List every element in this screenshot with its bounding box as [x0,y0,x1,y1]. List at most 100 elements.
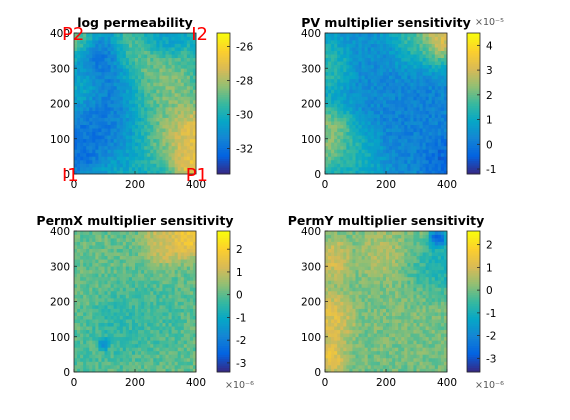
heatmap-cell [135,319,139,324]
heatmap-cell [165,85,169,90]
heatmap-cell [440,145,445,150]
heatmap-cell [128,273,133,278]
heatmap-cell [361,131,365,136]
heatmap-cell [122,245,127,249]
heatmap-cell [443,142,448,147]
heatmap-cell [367,163,372,168]
heatmap-cell [162,145,166,150]
colorbar-segment [217,114,230,118]
colorbar-segment [467,151,480,155]
heatmap-cell [104,54,108,59]
heatmap-cell [101,92,105,97]
heatmap-cell [168,114,172,118]
colorbar-box [216,32,231,175]
heatmap-cell [147,57,151,62]
heatmap-cell [101,78,105,83]
heatmap-cell [192,273,197,278]
heatmap-cell [131,357,136,362]
heatmap-cell [192,248,197,253]
heatmap-cell [83,333,87,338]
heatmap-cell [355,75,359,80]
heatmap-cell [119,368,124,373]
heatmap-cell [159,269,163,274]
heatmap-cell [379,43,384,48]
heatmap-cell [98,64,102,69]
colorbar-segment [467,169,480,173]
heatmap-cell [92,361,96,366]
heatmap-cell [177,57,182,62]
heatmap-cell [150,54,154,59]
heatmap-cell [122,238,127,242]
heatmap-cell [325,124,329,129]
heatmap-cell [404,114,408,118]
heatmap-cell [428,75,433,80]
heatmap-cell [77,269,81,274]
heatmap-cell [116,121,121,126]
colorbar-segment [467,96,480,100]
heatmap-cell [416,71,420,76]
heatmap-cell [98,329,102,334]
colorbar-segment [467,127,480,131]
heatmap-cell [177,43,182,48]
heatmap-cell [328,138,332,143]
heatmap-cell [74,234,78,239]
heatmap-cell [413,156,417,161]
heatmap-cell [325,50,329,55]
heatmap-cell [141,50,145,55]
heatmap-cell [398,75,402,80]
heatmap-cell [141,82,145,87]
heatmap-cell [437,124,442,129]
heatmap-cell [171,333,175,338]
heatmap-cell [183,159,188,164]
heatmap-cell [104,322,108,327]
heatmap-cell [156,131,160,136]
heatmap-cell [125,368,130,373]
heatmap-cell [110,283,114,288]
heatmap-cell [74,283,78,288]
heatmap-cell [364,156,369,161]
heatmap-cell [141,273,145,278]
heatmap-cell [156,43,160,48]
heatmap-cell [77,315,81,320]
heatmap-cell [101,40,105,44]
heatmap-cell [165,297,169,302]
heatmap-cell [376,43,381,48]
heatmap-cell [343,61,347,66]
colorbar-segment [217,72,230,76]
heatmap-cell [122,78,127,83]
heatmap-cell [131,336,136,341]
heatmap-cell [352,107,356,111]
heatmap-cell [413,68,417,73]
heatmap-cell [131,96,136,101]
heatmap-cell [416,166,420,171]
heatmap-cell [89,89,93,94]
heatmap-cell [186,99,191,104]
heatmap-cell [113,107,118,111]
heatmap-cell [141,142,145,147]
heatmap-cell [171,156,175,161]
heatmap-cell [180,145,185,150]
heatmap-cell [358,71,362,76]
heatmap-cell [370,99,375,104]
heatmap-cell [150,142,154,147]
heatmap-cell [107,61,111,66]
heatmap-cell [156,50,160,55]
well-label: I2 [191,24,208,45]
heatmap-cell [83,138,87,143]
heatmap-cell [352,124,356,129]
heatmap-cell [147,61,151,66]
heatmap-cell [340,156,344,161]
heatmap-cell [98,231,102,235]
heatmap-cell [183,121,188,126]
heatmap-cell [104,248,108,253]
heatmap-cell [77,238,81,242]
heatmap-cell [174,82,179,87]
heatmap-cell [168,301,172,306]
heatmap-cell [168,294,172,299]
heatmap-cell [343,47,347,51]
heatmap-cell [138,50,142,55]
heatmap-cell [83,350,87,355]
heatmap-cell [80,152,84,157]
heatmap-cell [346,85,350,90]
